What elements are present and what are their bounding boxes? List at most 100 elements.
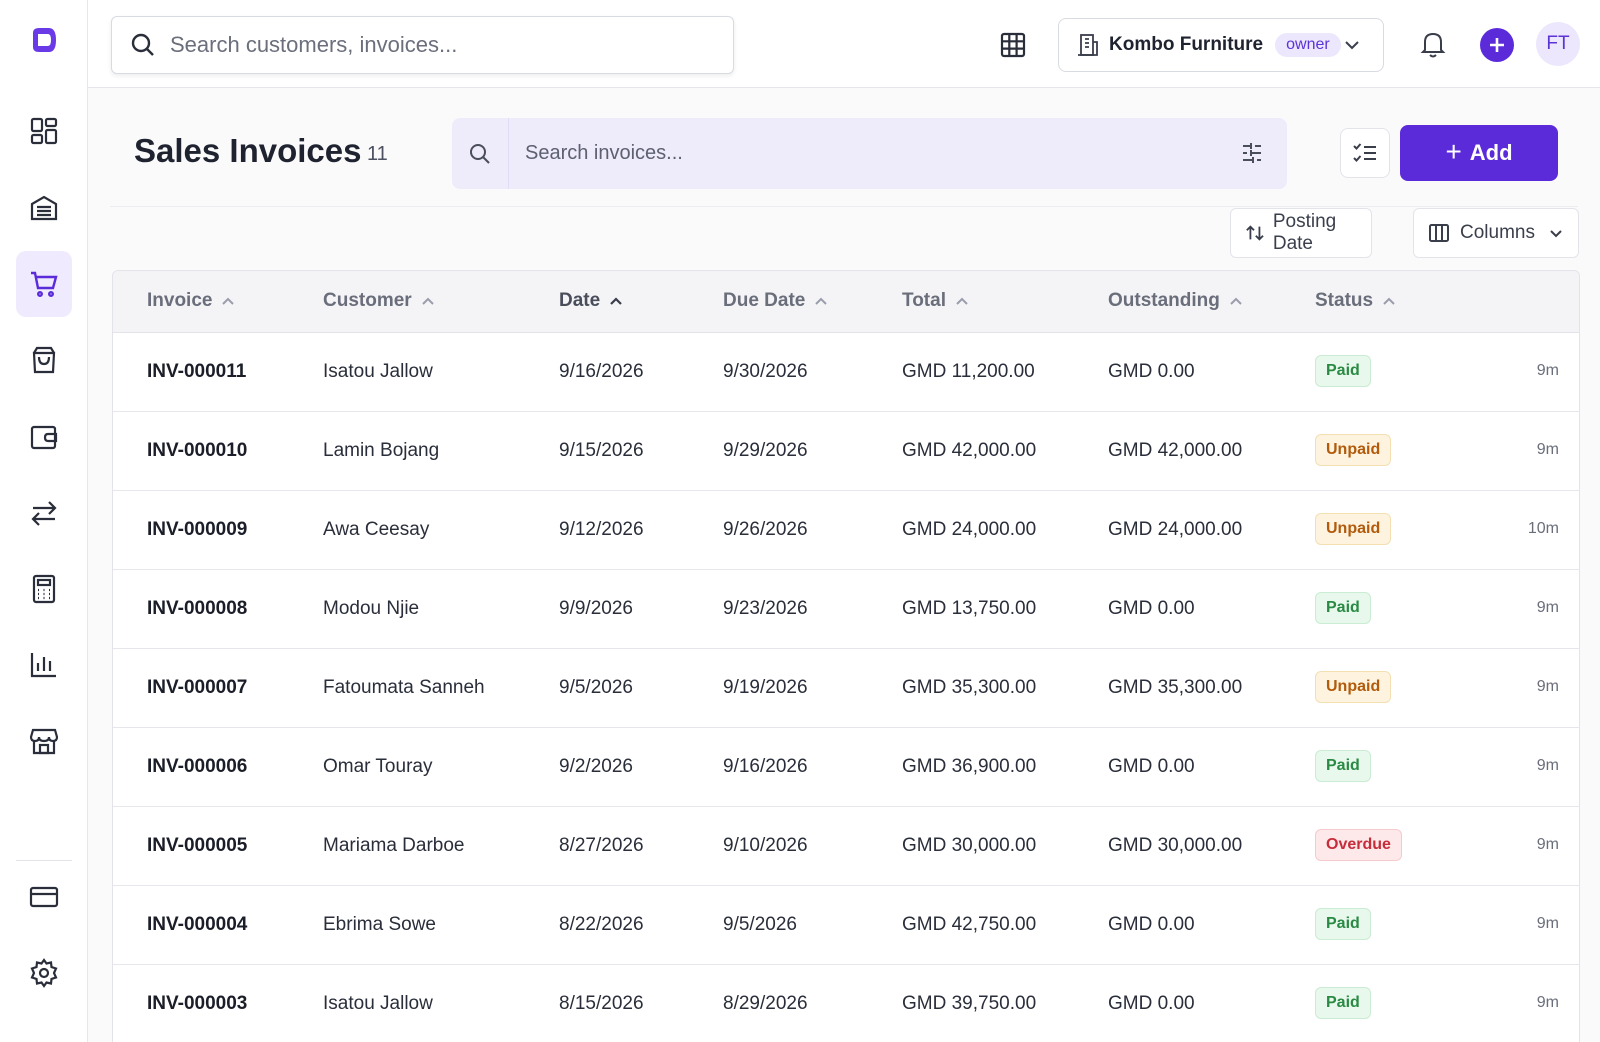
outstanding-amount: GMD 0.00 xyxy=(1108,361,1195,382)
invoice-search[interactable] xyxy=(452,118,1287,189)
plus-icon: + xyxy=(1445,135,1462,167)
sort-button[interactable]: Posting Date xyxy=(1230,208,1372,258)
sidebar-item-accounting[interactable] xyxy=(16,556,72,622)
sidebar-item-dashboard[interactable] xyxy=(16,98,72,164)
sidebar-divider xyxy=(16,860,72,861)
sort-label: Posting Date xyxy=(1272,211,1337,254)
table-row[interactable]: INV-000009 Awa Ceesay 9/12/2026 9/26/202… xyxy=(113,491,1579,570)
customer-name: Ebrima Sowe xyxy=(323,914,436,935)
invoice-number[interactable]: INV-000011 xyxy=(147,361,247,382)
status-badge: Paid xyxy=(1315,908,1371,940)
status-badge: Unpaid xyxy=(1315,434,1392,466)
due-date: 9/16/2026 xyxy=(723,756,808,777)
sidebar-item-purchases[interactable] xyxy=(16,327,72,393)
invoice-total: GMD 30,000.00 xyxy=(902,835,1037,856)
chevron-down-icon xyxy=(1345,41,1359,50)
avatar[interactable]: FT xyxy=(1536,22,1580,66)
sidebar xyxy=(0,0,88,1042)
status-badge: Paid xyxy=(1315,355,1371,387)
page-title: Sales Invoices xyxy=(134,132,362,169)
search-divider xyxy=(508,118,509,189)
invoice-number[interactable]: INV-000007 xyxy=(147,677,248,698)
table-row[interactable]: INV-000006 Omar Touray 9/2/2026 9/16/202… xyxy=(113,728,1579,807)
invoice-number[interactable]: INV-000009 xyxy=(147,519,248,540)
sort-up-icon xyxy=(1230,297,1242,305)
table-row[interactable]: INV-000011 Isatou Jallow 9/16/2026 9/30/… xyxy=(113,333,1579,412)
column-header-due-date[interactable]: Due Date xyxy=(723,290,829,312)
quick-create-button[interactable] xyxy=(1480,28,1514,62)
gear-icon xyxy=(30,958,58,988)
sort-up-icon xyxy=(610,297,622,305)
bulk-select-button[interactable] xyxy=(1340,128,1390,178)
invoice-date: 9/5/2026 xyxy=(559,677,633,698)
app-logo-icon[interactable] xyxy=(28,24,60,56)
table-row[interactable]: INV-000003 Isatou Jallow 8/15/2026 8/29/… xyxy=(113,965,1579,1042)
invoice-number[interactable]: INV-000003 xyxy=(147,993,248,1014)
invoice-date: 9/15/2026 xyxy=(559,440,644,461)
updated-ago: 9m xyxy=(1536,915,1559,932)
invoice-date: 9/9/2026 xyxy=(559,598,633,619)
apps-grid-button[interactable] xyxy=(994,26,1032,64)
customer-name: Awa Ceesay xyxy=(323,519,430,540)
status-badge: Unpaid xyxy=(1315,671,1392,703)
columns-label: Columns xyxy=(1460,222,1535,243)
invoice-number[interactable]: INV-000006 xyxy=(147,756,248,777)
sidebar-item-sales[interactable] xyxy=(16,251,72,317)
table-row[interactable]: INV-000005 Mariama Darboe 8/27/2026 9/10… xyxy=(113,807,1579,886)
invoice-date: 8/27/2026 xyxy=(559,835,644,856)
sidebar-item-inventory[interactable] xyxy=(16,175,72,241)
updated-ago: 9m xyxy=(1536,836,1559,853)
invoice-search-input[interactable] xyxy=(525,142,1225,165)
invoice-number[interactable]: INV-000008 xyxy=(147,598,248,619)
top-bar: Kombo Furniture owner FT xyxy=(88,0,1600,88)
invoice-total: GMD 11,200.00 xyxy=(902,361,1035,382)
invoice-total: GMD 35,300.00 xyxy=(902,677,1037,698)
customer-name: Fatoumata Sanneh xyxy=(323,677,485,698)
column-header-invoice[interactable]: Invoice xyxy=(147,290,236,312)
filter-sliders-icon[interactable] xyxy=(1239,140,1265,166)
column-header-outstanding[interactable]: Outstanding xyxy=(1108,290,1244,312)
sidebar-item-store[interactable] xyxy=(16,708,72,774)
bar-chart-icon xyxy=(30,653,56,678)
add-button-label: Add xyxy=(1469,140,1513,165)
invoice-date: 8/22/2026 xyxy=(559,914,644,935)
column-header-customer[interactable]: Customer xyxy=(323,290,436,312)
updated-ago: 9m xyxy=(1536,441,1559,458)
outstanding-amount: GMD 0.00 xyxy=(1108,756,1195,777)
add-invoice-button[interactable]: + Add xyxy=(1400,125,1558,181)
sidebar-item-wallet[interactable] xyxy=(16,404,72,470)
column-header-total[interactable]: Total xyxy=(902,290,970,312)
table-row[interactable]: INV-000010 Lamin Bojang 9/15/2026 9/29/2… xyxy=(113,412,1579,491)
table-row[interactable]: INV-000004 Ebrima Sowe 8/22/2026 9/5/202… xyxy=(113,886,1579,965)
customer-name: Mariama Darboe xyxy=(323,835,465,856)
updated-ago: 10m xyxy=(1527,520,1559,537)
outstanding-amount: GMD 30,000.00 xyxy=(1108,835,1243,856)
due-date: 9/19/2026 xyxy=(723,677,808,698)
shopping-cart-icon xyxy=(31,271,58,298)
sidebar-item-billing[interactable] xyxy=(16,864,72,930)
global-search-input[interactable] xyxy=(170,32,710,58)
notifications-button[interactable] xyxy=(1416,26,1450,62)
status-badge: Paid xyxy=(1315,592,1371,624)
sidebar-item-settings[interactable] xyxy=(16,940,72,1006)
invoice-number[interactable]: INV-000005 xyxy=(147,835,248,856)
company-switcher[interactable]: Kombo Furniture owner xyxy=(1058,18,1384,72)
sidebar-item-transfers[interactable] xyxy=(16,480,72,546)
status-badge: Overdue xyxy=(1315,829,1402,861)
updated-ago: 9m xyxy=(1536,599,1559,616)
due-date: 9/23/2026 xyxy=(723,598,808,619)
column-header-date[interactable]: Date xyxy=(559,290,624,312)
invoice-total: GMD 42,750.00 xyxy=(902,914,1037,935)
invoice-total: GMD 39,750.00 xyxy=(902,993,1037,1014)
outstanding-amount: GMD 24,000.00 xyxy=(1108,519,1243,540)
table-row[interactable]: INV-000007 Fatoumata Sanneh 9/5/2026 9/1… xyxy=(113,649,1579,728)
column-header-status[interactable]: Status xyxy=(1315,290,1397,312)
global-search[interactable] xyxy=(111,16,734,74)
columns-button[interactable]: Columns xyxy=(1413,208,1579,258)
invoice-number[interactable]: INV-000010 xyxy=(147,440,248,461)
building-icon xyxy=(1078,34,1098,56)
invoice-number[interactable]: INV-000004 xyxy=(147,914,248,935)
credit-card-icon xyxy=(29,886,59,908)
sidebar-item-reports[interactable] xyxy=(16,632,72,698)
table-row[interactable]: INV-000008 Modou Njie 9/9/2026 9/23/2026… xyxy=(113,570,1579,649)
